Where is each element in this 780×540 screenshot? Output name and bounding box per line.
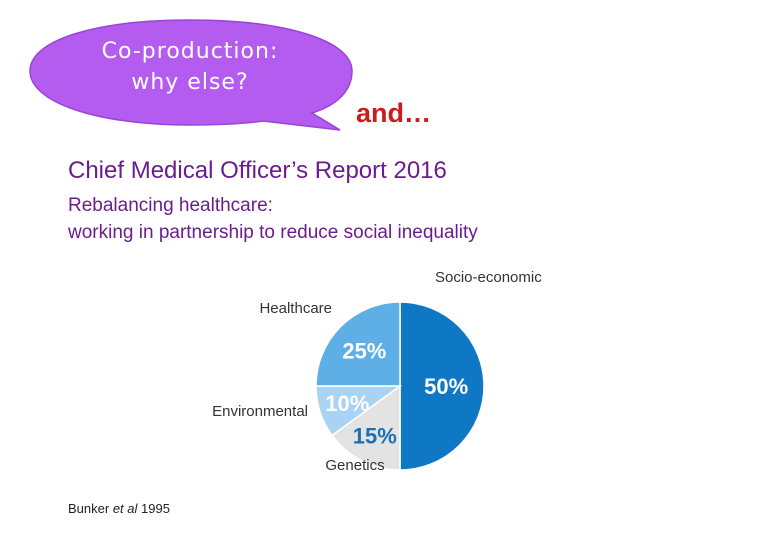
pie-slice-socio-economic — [399, 301, 485, 471]
speech-bubble — [29, 19, 353, 131]
report-title: Chief Medical Officer’s Report 2016 — [68, 157, 447, 184]
pie-value-label-genetics: 15% — [353, 423, 397, 448]
pie-slice-genetics — [330, 384, 401, 471]
report-subtitle-line-2: working in partnership to reduce social … — [68, 222, 478, 243]
pie-value-label-environmental: 10% — [325, 391, 369, 416]
citation: Bunker et al 1995 — [68, 501, 170, 516]
report-subtitle-line-1: Rebalancing healthcare: — [68, 195, 273, 216]
pie-value-label-healthcare: 25% — [342, 338, 386, 363]
pie-value-label-socio-economic: 50% — [424, 374, 468, 399]
bubble-line-2: why else? — [131, 70, 249, 95]
citation-etal: et al — [112, 501, 138, 516]
speech-bubble-shape — [29, 19, 353, 131]
pie-category-label-healthcare: Healthcare — [259, 300, 332, 317]
speech-bubble-text: Co-production: why else? — [40, 36, 340, 98]
and-heading: and… — [356, 98, 432, 128]
citation-year: 1995 — [141, 501, 170, 516]
determinants-pie-chart: 50% 15% 10% 25% Socio-economic Genetics Envir… — [212, 269, 542, 474]
pie-category-label-genetics: Genetics — [325, 457, 384, 474]
bubble-line-1: Co-production: — [101, 39, 279, 64]
report-subtitle: Rebalancing healthcare: working in partn… — [68, 192, 478, 246]
pie-slice-healthcare — [315, 301, 401, 387]
citation-author: Bunker — [68, 501, 110, 516]
pie-category-label-environmental: Environmental — [212, 403, 308, 420]
pie-category-label-socio-economic: Socio-economic — [435, 269, 542, 286]
